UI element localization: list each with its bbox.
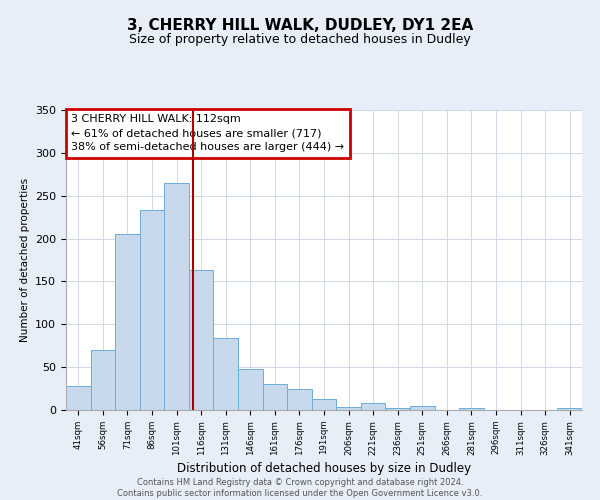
Bar xyxy=(140,210,164,410)
Bar xyxy=(91,350,115,410)
Text: 3 CHERRY HILL WALK: 112sqm
← 61% of detached houses are smaller (717)
38% of sem: 3 CHERRY HILL WALK: 112sqm ← 61% of deta… xyxy=(71,114,344,152)
Bar xyxy=(410,406,434,410)
Bar xyxy=(115,234,140,410)
Bar xyxy=(361,403,385,410)
Bar xyxy=(164,183,189,410)
Bar xyxy=(459,408,484,410)
Text: 3, CHERRY HILL WALK, DUDLEY, DY1 2EA: 3, CHERRY HILL WALK, DUDLEY, DY1 2EA xyxy=(127,18,473,32)
Text: Contains HM Land Registry data © Crown copyright and database right 2024.
Contai: Contains HM Land Registry data © Crown c… xyxy=(118,478,482,498)
X-axis label: Distribution of detached houses by size in Dudley: Distribution of detached houses by size … xyxy=(177,462,471,474)
Bar xyxy=(336,406,361,410)
Bar xyxy=(312,399,336,410)
Bar xyxy=(66,386,91,410)
Bar xyxy=(189,270,214,410)
Bar xyxy=(287,388,312,410)
Bar xyxy=(238,369,263,410)
Text: Size of property relative to detached houses in Dudley: Size of property relative to detached ho… xyxy=(129,32,471,46)
Y-axis label: Number of detached properties: Number of detached properties xyxy=(20,178,29,342)
Bar xyxy=(263,384,287,410)
Bar xyxy=(557,408,582,410)
Bar xyxy=(385,408,410,410)
Bar xyxy=(214,338,238,410)
